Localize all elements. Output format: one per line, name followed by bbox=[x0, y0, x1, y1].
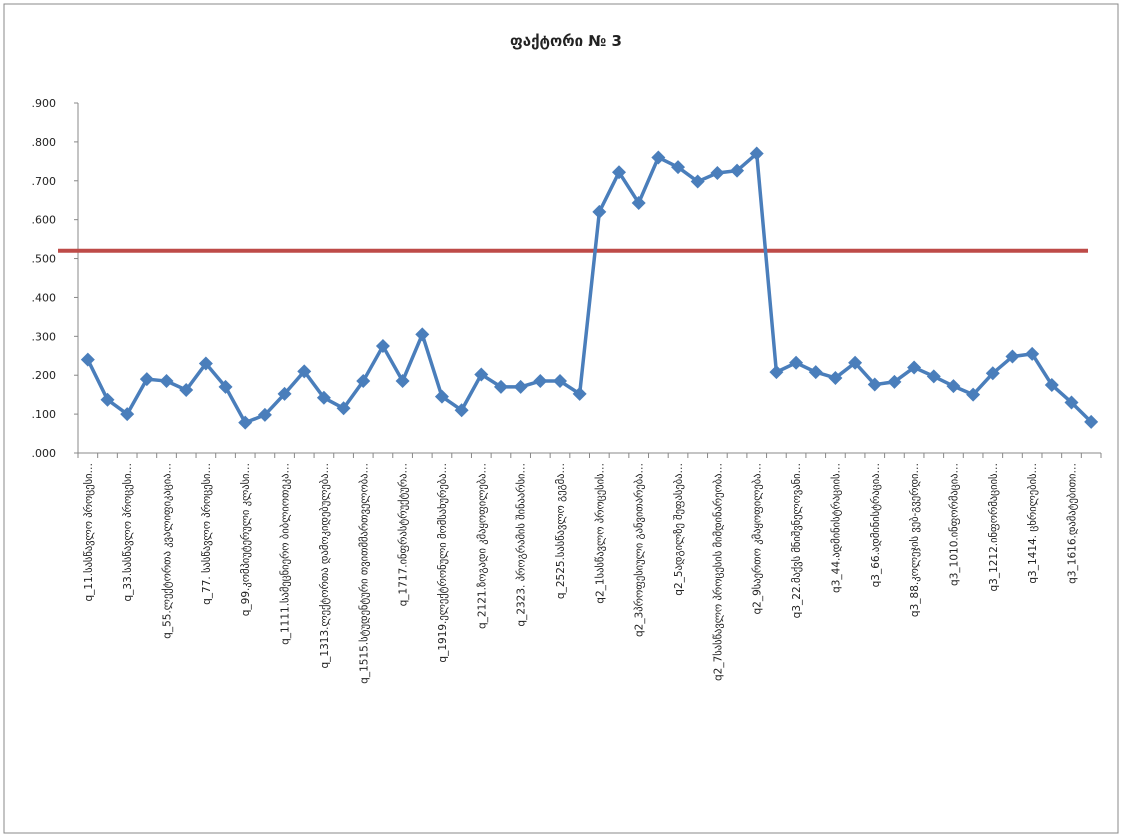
point-marker bbox=[710, 166, 725, 180]
point-marker bbox=[80, 352, 95, 367]
point-marker bbox=[867, 377, 882, 392]
point-marker bbox=[690, 174, 705, 189]
y-tick-label: .300 bbox=[32, 330, 57, 343]
point-marker bbox=[395, 374, 410, 389]
point-marker bbox=[946, 379, 961, 394]
chart-frame bbox=[3, 3, 1119, 834]
point-marker bbox=[749, 146, 764, 161]
point-marker bbox=[1084, 414, 1099, 429]
point-marker bbox=[552, 374, 567, 389]
y-tick-label: .600 bbox=[32, 214, 57, 227]
x-tick-label: q3_1010.ინფორმაცია… bbox=[948, 463, 960, 586]
point-marker bbox=[139, 372, 154, 387]
x-tick-label: q3_88.კოლეჯის ვებ-გვერდი… bbox=[909, 463, 921, 617]
point-marker bbox=[120, 407, 135, 422]
point-marker bbox=[375, 339, 390, 354]
point-marker bbox=[730, 163, 745, 178]
x-tick-label: q2_7სასწავლო პროცესის მიმდინარეობა… bbox=[712, 463, 724, 681]
point-marker bbox=[277, 386, 292, 401]
point-marker bbox=[828, 370, 843, 385]
point-marker bbox=[887, 374, 902, 389]
point-marker bbox=[592, 204, 607, 219]
y-tick-label: .000 bbox=[32, 447, 57, 460]
point-marker bbox=[257, 407, 272, 422]
x-tick-label: q2_9საერთო კმაყოფილება… bbox=[752, 463, 764, 615]
x-tick-label: q_1919.ელექტრონული მომსახურება… bbox=[437, 463, 449, 663]
point-marker bbox=[218, 379, 233, 394]
point-marker bbox=[238, 415, 253, 430]
point-marker bbox=[966, 387, 981, 402]
x-tick-label: q3_1212.ინფორმაციის… bbox=[988, 463, 1000, 592]
point-marker bbox=[179, 383, 194, 397]
x-tick-label: q3_1616.დამატებითი… bbox=[1066, 463, 1078, 584]
point-marker bbox=[159, 374, 174, 389]
point-marker bbox=[415, 327, 430, 342]
point-marker bbox=[513, 379, 528, 394]
point-marker bbox=[907, 360, 922, 375]
x-tick-label: q_11.სასწავლო პროცესი… bbox=[83, 463, 95, 602]
x-tick-label: q2_1სასწავლო პროცესის… bbox=[594, 463, 606, 604]
x-tick-label: q3_44.ადმინისტრაციის… bbox=[830, 463, 842, 593]
y-tick-label: .100 bbox=[32, 408, 57, 421]
x-tick-label: q_1313.ლექტორთა დამოკიდებულება… bbox=[319, 463, 331, 669]
point-marker bbox=[434, 389, 449, 404]
y-tick-label: .800 bbox=[32, 136, 57, 149]
point-marker bbox=[1025, 346, 1040, 361]
point-marker bbox=[493, 379, 508, 394]
chart-title: ფაქტორი № 3 bbox=[510, 32, 622, 50]
point-marker bbox=[316, 390, 331, 405]
x-tick-label: q_77. სასწავლო პროცესი… bbox=[201, 463, 213, 605]
x-tick-label: q_55.ლექტორთა კვალიფიკაცია… bbox=[162, 463, 174, 639]
x-tick-label: q_1111.სამეცნიერო ბიბლიოთეკა… bbox=[280, 463, 292, 645]
point-marker bbox=[297, 364, 312, 379]
point-marker bbox=[789, 355, 804, 370]
point-marker bbox=[926, 369, 941, 384]
y-tick-label: .500 bbox=[32, 253, 57, 266]
point-marker bbox=[1044, 377, 1059, 392]
y-tick-label: .200 bbox=[32, 369, 57, 382]
series-line bbox=[86, 151, 1093, 425]
point-marker bbox=[1005, 349, 1020, 364]
point-marker bbox=[198, 356, 213, 371]
point-marker bbox=[631, 195, 646, 210]
point-marker bbox=[769, 365, 784, 380]
x-tick-label: q_2525.სასწავლო გეგმა… bbox=[555, 463, 567, 599]
point-marker bbox=[533, 374, 548, 389]
point-marker bbox=[572, 386, 587, 401]
x-tick-label: q_1717.ინფრასტრუქტურა… bbox=[398, 463, 410, 606]
y-tick-label: .400 bbox=[32, 291, 57, 304]
point-marker bbox=[356, 374, 371, 389]
point-marker bbox=[808, 365, 823, 380]
x-tick-label: q_33.სასწავლო პროცესი… bbox=[122, 463, 134, 602]
point-marker bbox=[1064, 395, 1079, 410]
point-marker bbox=[671, 160, 686, 175]
point-marker bbox=[100, 392, 115, 407]
point-marker bbox=[848, 355, 863, 370]
y-tick-label: .700 bbox=[32, 175, 57, 188]
x-tick-label: q3_66.ადმინისტრაცია… bbox=[870, 463, 882, 587]
x-tick-label: q3_1414. ცხრილების… bbox=[1027, 463, 1039, 584]
x-tick-label: q_2121.ზოგადი კმაყოფილება… bbox=[476, 463, 488, 629]
point-marker bbox=[612, 165, 627, 180]
point-marker bbox=[336, 401, 351, 416]
point-marker bbox=[651, 150, 666, 165]
point-marker bbox=[454, 403, 469, 418]
x-tick-label: q_1515.სტუდენტური თვითმმართველობა… bbox=[358, 463, 370, 684]
x-tick-label: q_2323. პროგრამის შინაარსი… bbox=[516, 463, 528, 627]
x-tick-label: q2_3პროფესიული განვითარება… bbox=[634, 463, 646, 637]
point-marker bbox=[985, 366, 1000, 381]
x-tick-label: q2_5ადგილზე შეფასება… bbox=[673, 463, 685, 596]
x-tick-label: q_99.კომპიუტერული კლასი… bbox=[240, 463, 252, 616]
y-tick-label: .900 bbox=[32, 97, 57, 110]
point-marker bbox=[474, 367, 489, 382]
x-tick-label: q3_22.მაქვს მნიშვნელოვანი… bbox=[791, 463, 803, 618]
